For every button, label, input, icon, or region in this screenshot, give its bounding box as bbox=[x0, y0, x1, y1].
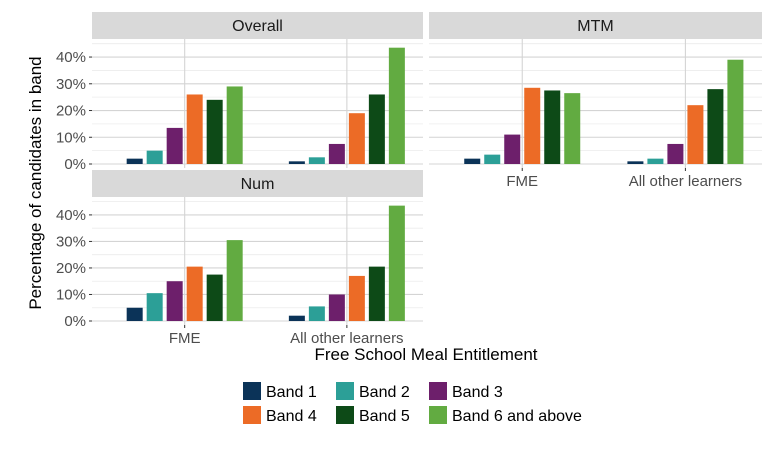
bar-band-1 bbox=[126, 307, 143, 321]
bar-band-4 bbox=[348, 113, 365, 164]
bar-band-2 bbox=[308, 157, 325, 164]
bar-band-6-and-above bbox=[226, 86, 243, 164]
legend-swatch bbox=[243, 406, 261, 424]
bar-band-5 bbox=[206, 274, 223, 321]
bar-band-1 bbox=[288, 315, 305, 321]
legend-label: Band 5 bbox=[359, 408, 410, 425]
bar-band-4 bbox=[687, 105, 704, 164]
x-tick-label: FME bbox=[169, 330, 201, 347]
bar-band-3 bbox=[166, 127, 183, 164]
legend-label: Band 2 bbox=[359, 384, 410, 401]
y-tick-label: 0% bbox=[64, 156, 86, 173]
x-tick-label: All other learners bbox=[290, 330, 403, 347]
bar-band-3 bbox=[667, 143, 684, 164]
bar-band-3 bbox=[328, 143, 345, 164]
panel-strip bbox=[92, 12, 423, 39]
y-tick-label: 30% bbox=[56, 76, 86, 93]
bar-band-2 bbox=[308, 306, 325, 321]
y-tick-label: 10% bbox=[56, 286, 86, 303]
bar-band-1 bbox=[126, 158, 143, 164]
y-axis-title: Percentage of candidates in band bbox=[26, 56, 45, 309]
legend-label: Band 6 and above bbox=[452, 408, 582, 425]
bar-band-4 bbox=[186, 94, 203, 164]
x-tick-label: FME bbox=[506, 173, 538, 190]
legend-item: Band 3 bbox=[429, 382, 503, 401]
bar-band-3 bbox=[328, 294, 345, 321]
x-tick-label: All other learners bbox=[629, 173, 742, 190]
bar-band-5 bbox=[707, 89, 724, 164]
panel-strip bbox=[429, 12, 762, 39]
bar-band-4 bbox=[524, 87, 541, 164]
bar-band-2 bbox=[647, 158, 664, 164]
y-tick-label: 0% bbox=[64, 313, 86, 330]
bar-band-6-and-above bbox=[388, 205, 405, 321]
bar-band-6-and-above bbox=[226, 240, 243, 321]
legend: Band 1 Band 2 Band 3 Band 4 Band 5 Band 6 and… bbox=[243, 382, 582, 425]
panel-mtm: MTM FME All other learners bbox=[429, 12, 762, 190]
bar-band-2 bbox=[146, 293, 163, 321]
bar-band-3 bbox=[166, 281, 183, 321]
bar-band-5 bbox=[544, 90, 561, 164]
legend-item: Band 4 bbox=[243, 406, 317, 425]
legend-swatch bbox=[429, 406, 447, 424]
legend-label: Band 3 bbox=[452, 384, 503, 401]
bar-band-2 bbox=[146, 150, 163, 164]
y-tick-label: 40% bbox=[56, 207, 86, 224]
legend-swatch bbox=[429, 382, 447, 400]
bar-band-5 bbox=[368, 266, 385, 321]
bar-band-1 bbox=[288, 161, 305, 164]
y-tick-label: 20% bbox=[56, 260, 86, 277]
legend-swatch bbox=[243, 382, 261, 400]
bar-band-6-and-above bbox=[727, 59, 744, 164]
y-tick-label: 20% bbox=[56, 103, 86, 120]
x-axis-title: Free School Meal Entitlement bbox=[315, 345, 538, 364]
legend-item: Band 1 bbox=[243, 382, 317, 401]
legend-item: Band 2 bbox=[336, 382, 410, 401]
bar-band-6-and-above bbox=[564, 93, 581, 164]
bar-band-5 bbox=[368, 94, 385, 164]
bar-band-6-and-above bbox=[388, 47, 405, 164]
panels: Overall 0% 10% 20% 30% 40% MTM FME All other lea… bbox=[56, 12, 762, 347]
legend-label: Band 1 bbox=[266, 384, 317, 401]
bar-band-1 bbox=[464, 158, 481, 164]
panel-overall: Overall 0% 10% 20% 30% 40% bbox=[56, 12, 423, 173]
bar-band-4 bbox=[186, 266, 203, 321]
panel-title: Overall bbox=[232, 18, 283, 35]
legend-swatch bbox=[336, 406, 354, 424]
panel-strip bbox=[92, 170, 423, 197]
bar-band-4 bbox=[348, 275, 365, 321]
bar-band-1 bbox=[627, 161, 644, 164]
y-tick-label: 40% bbox=[56, 49, 86, 66]
y-tick-label: 30% bbox=[56, 233, 86, 250]
y-tick-label: 10% bbox=[56, 129, 86, 146]
bar-band-3 bbox=[504, 134, 521, 164]
panel-title: Num bbox=[241, 176, 275, 193]
legend-label: Band 4 bbox=[266, 408, 317, 425]
legend-item: Band 5 bbox=[336, 406, 410, 425]
legend-item: Band 6 and above bbox=[429, 406, 582, 425]
bar-band-5 bbox=[206, 99, 223, 164]
bar-band-2 bbox=[484, 154, 501, 164]
panel-num: Num 0% 10% 20% 30% 40% FME All other learners bbox=[56, 170, 423, 347]
legend-swatch bbox=[336, 382, 354, 400]
panel-title: MTM bbox=[577, 18, 613, 35]
